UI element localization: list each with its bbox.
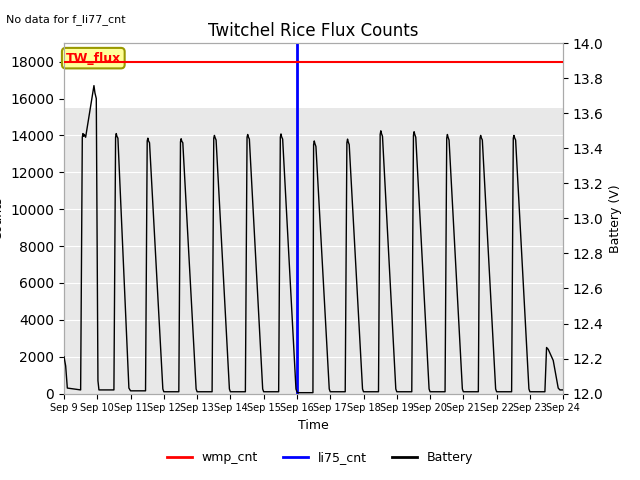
Y-axis label: Counts: Counts (0, 197, 4, 240)
Y-axis label: Battery (V): Battery (V) (609, 184, 622, 252)
Text: TW_flux: TW_flux (66, 52, 121, 65)
Title: Twitchel Rice Flux Counts: Twitchel Rice Flux Counts (209, 22, 419, 40)
Bar (64, 108, 563, 394)
X-axis label: Time: Time (298, 419, 329, 432)
Legend: wmp_cnt, li75_cnt, Battery: wmp_cnt, li75_cnt, Battery (162, 446, 478, 469)
Text: No data for f_li77_cnt: No data for f_li77_cnt (6, 14, 126, 25)
